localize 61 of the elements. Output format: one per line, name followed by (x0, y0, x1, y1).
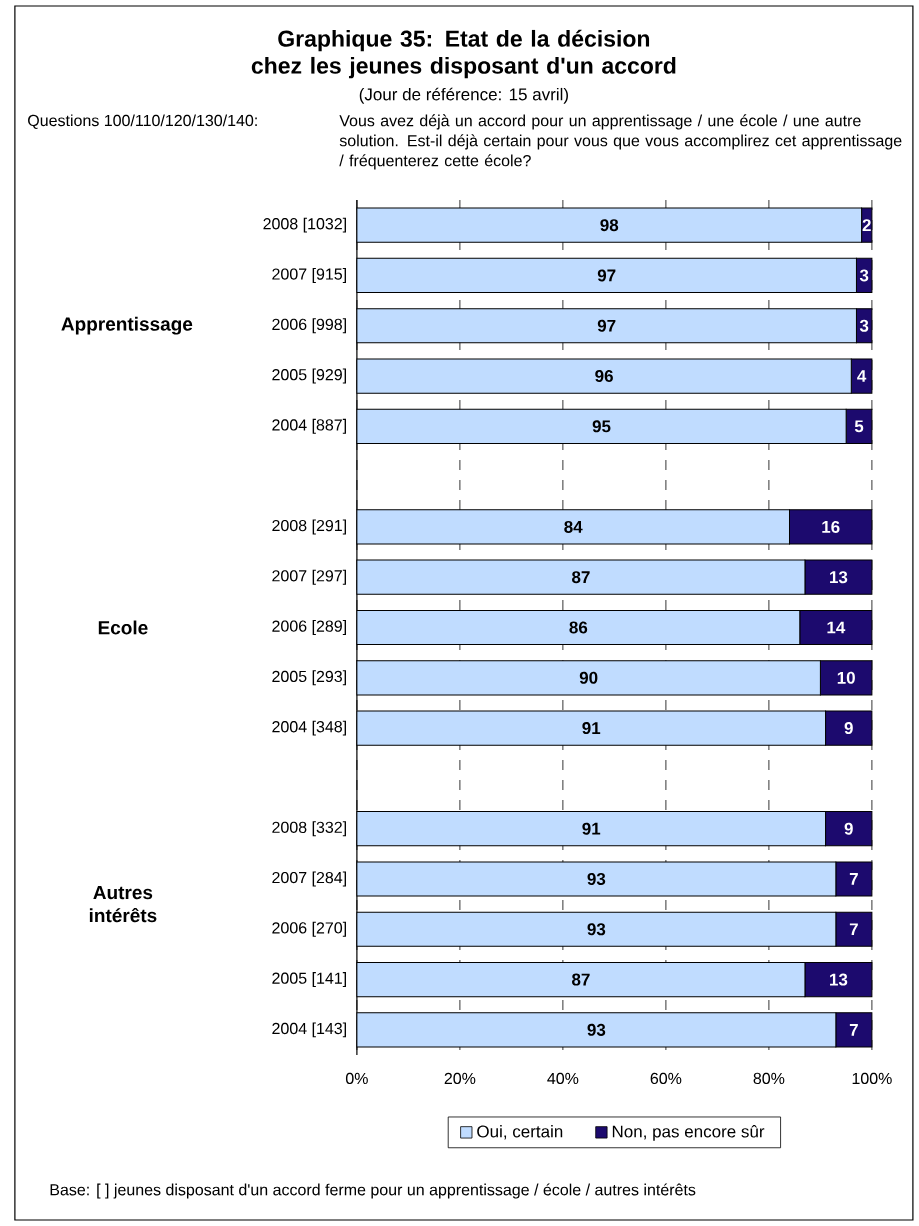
data-label: 9 (844, 822, 853, 835)
data-label: 91 (582, 722, 601, 735)
data-label: 7 (849, 1024, 858, 1036)
y-tick-label: 2007 [284] (272, 871, 347, 887)
legend-label: Oui, certain (477, 1124, 563, 1140)
y-tick-label: 2005 [929] (272, 368, 347, 384)
data-label: 86 (569, 621, 588, 634)
text: Base: [ ] jeunes disposant d'un accord ferme pour un apprentissage / école / autres intérêts (50, 1183, 696, 1199)
y-tick-label: 2005 [293] (272, 670, 347, 686)
data-label: 95 (592, 420, 611, 433)
y-tick-label: 2005 [141] (272, 972, 347, 988)
text: Autres intérêts (89, 885, 157, 923)
y-tick-label: 2008 [332] (272, 821, 347, 837)
data-label: 87 (572, 571, 590, 584)
data-label: 14 (827, 621, 846, 634)
data-label: 90 (579, 671, 598, 684)
y-tick-label: 2004 [887] (272, 418, 347, 434)
data-label: 9 (844, 722, 853, 735)
y-tick-label: 2006 [998] (272, 318, 347, 334)
x-tick-label: 20% (444, 1072, 476, 1085)
data-label: 84 (564, 520, 583, 533)
data-label: 5 (854, 420, 864, 433)
data-label: 93 (587, 872, 606, 885)
data-label: 93 (587, 1023, 606, 1036)
chart-title: Graphique 35: Etat de la décision chez les jeunes disposant d'un accord (251, 29, 676, 79)
data-label: 97 (597, 269, 616, 282)
data-label: 7 (849, 873, 858, 885)
x-tick-label: 80% (753, 1072, 785, 1085)
data-label: 10 (837, 671, 855, 684)
text: Ecole (98, 620, 148, 635)
data-label: 93 (587, 923, 606, 936)
data-label: 98 (600, 219, 619, 232)
text: Apprentissage (61, 316, 193, 335)
y-tick-label: 2004 [143] (272, 1022, 347, 1038)
data-label: 87 (572, 973, 590, 986)
data-label: 97 (597, 319, 616, 332)
data-label: 13 (830, 973, 848, 986)
x-tick-label: 0% (346, 1072, 368, 1085)
data-label: 13 (830, 571, 848, 584)
data-label: 3 (859, 319, 869, 332)
y-tick-label: 2007 [297] (272, 569, 347, 585)
data-label: 16 (822, 520, 840, 533)
y-tick-label: 2006 [270] (272, 921, 347, 937)
y-tick-label: 2006 [289] (272, 620, 347, 635)
x-tick-label: 100% (852, 1072, 892, 1085)
y-tick-label: 2007 [915] (272, 267, 347, 283)
data-label: 96 (595, 370, 613, 383)
legend-label: Non, pas encore sûr (612, 1124, 765, 1141)
y-tick-label: 2008 [1032] (263, 217, 347, 233)
data-label: 91 (582, 822, 601, 835)
text: Vous avez déjà un accord pour un apprentissage / une école / une autre solution. Est-il déjà certain pour vous que vous accomplirez cet apprentissage / fréquenterez cette école? (339, 114, 902, 170)
text: Questions 100/110/120/130/140: (28, 114, 257, 129)
chart-subtitle: (Jour de référence: 15 avril) (359, 87, 569, 104)
x-tick-label: 40% (547, 1072, 579, 1085)
data-label: 4 (857, 370, 867, 382)
x-tick-label: 60% (650, 1072, 682, 1085)
data-label: 3 (859, 269, 869, 282)
data-label: 7 (849, 923, 858, 936)
y-tick-label: 2008 [291] (272, 519, 347, 535)
data-label: 2 (862, 219, 871, 232)
y-tick-label: 2004 [348] (272, 720, 347, 736)
